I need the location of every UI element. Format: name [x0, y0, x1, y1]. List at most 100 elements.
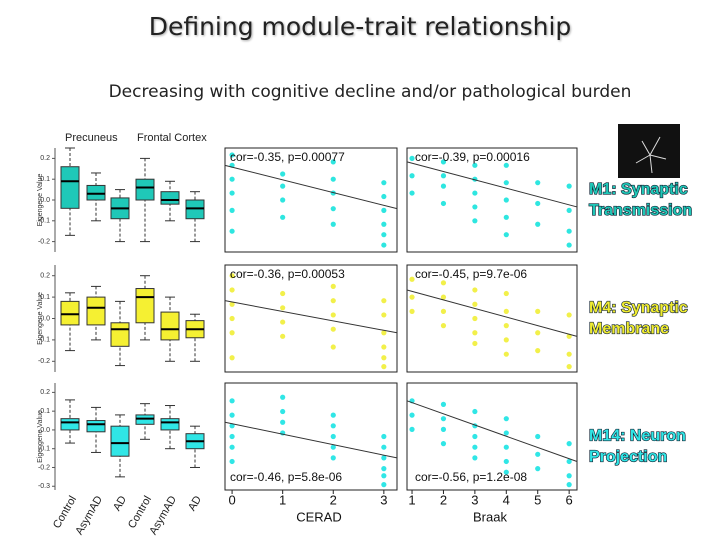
point: [381, 444, 387, 450]
point: [229, 458, 235, 465]
x-tick-label: AD: [186, 494, 204, 513]
point: [472, 162, 478, 168]
point: [503, 308, 509, 314]
point: [409, 155, 415, 161]
point: [472, 190, 478, 196]
point: [229, 176, 235, 182]
point: [440, 294, 447, 300]
point: [535, 308, 541, 314]
point: [381, 232, 387, 238]
box: [135, 288, 155, 324]
point: [381, 221, 387, 227]
point: [330, 326, 336, 332]
point: [535, 348, 541, 354]
point: [229, 301, 235, 307]
point: [229, 412, 235, 418]
point: [535, 451, 541, 457]
y-tick-label: 0.1: [40, 294, 50, 301]
point: [381, 207, 387, 213]
panel-frame: [224, 382, 398, 491]
point: [503, 232, 509, 238]
point: [381, 433, 387, 440]
point: [229, 273, 235, 279]
point: [440, 159, 447, 165]
point: [381, 355, 387, 361]
point: [503, 416, 509, 422]
point: [229, 444, 235, 450]
point: [440, 173, 447, 179]
point: [535, 200, 541, 207]
point: [330, 344, 336, 350]
point: [440, 401, 447, 407]
point: [280, 319, 286, 325]
annotation: cor=-0.45, p=9.7e-06: [415, 267, 527, 281]
point: [535, 180, 541, 186]
point: [503, 180, 509, 186]
y-tick-label: -0.1: [38, 446, 50, 453]
point: [381, 466, 387, 472]
point: [472, 408, 478, 415]
x-tick-label: 4: [503, 492, 510, 507]
point: [381, 312, 387, 318]
point: [229, 190, 235, 196]
trend-line: [406, 161, 578, 208]
legend-entry: Frontal Cortex: [137, 132, 207, 144]
point: [440, 183, 447, 189]
annotation: cor=-0.39, p=0.00016: [415, 150, 530, 164]
y-tick-label: 0.0: [40, 427, 50, 434]
y-tick-label: 0.0: [40, 197, 50, 204]
point: [381, 180, 387, 186]
point: [229, 423, 235, 429]
point: [472, 287, 478, 293]
point: [330, 298, 336, 304]
x-tick-label: 1: [408, 492, 415, 507]
x-tick-label: 2: [330, 492, 337, 507]
x-axis-label: CERAD: [296, 509, 342, 524]
point: [503, 430, 509, 436]
box: [160, 311, 180, 341]
point: [440, 441, 447, 447]
point: [535, 221, 541, 227]
trend-line: [224, 164, 398, 210]
y-tick-label: 0.2: [40, 155, 50, 162]
point: [503, 444, 509, 450]
point: [566, 228, 572, 234]
point: [229, 207, 235, 213]
annotation: cor=-0.35, p=0.00077: [230, 150, 345, 164]
y-tick-label: 0.2: [40, 389, 50, 396]
trend-line: [224, 300, 398, 334]
point: [330, 444, 336, 450]
point: [229, 355, 235, 361]
point: [440, 200, 447, 207]
point: [566, 183, 572, 189]
x-tick-label: 6: [566, 492, 573, 507]
point: [472, 444, 478, 450]
module-label: M1: Synaptic: [589, 181, 688, 198]
slide-title: Defining module-trait relationship: [149, 12, 572, 41]
legend-entry: Precuneus: [65, 132, 118, 144]
point: [535, 433, 541, 440]
x-tick-label: AD: [111, 494, 129, 513]
panel-frame: [406, 264, 578, 373]
point: [330, 433, 336, 440]
point: [330, 283, 336, 289]
point: [566, 312, 572, 318]
point: [409, 190, 415, 196]
y-tick-label: -0.3: [38, 483, 50, 490]
y-tick-label: -0.2: [38, 238, 50, 245]
point: [566, 458, 572, 465]
y-tick-label: 0.0: [40, 315, 50, 322]
point: [229, 228, 235, 234]
point: [472, 301, 478, 307]
box: [86, 296, 106, 326]
point: [280, 290, 286, 297]
point: [280, 214, 286, 220]
point: [229, 433, 235, 440]
annotation: cor=-0.46, p=5.8e-06: [230, 470, 342, 484]
y-tick-label: -0.2: [38, 464, 50, 471]
point: [229, 152, 235, 158]
point: [409, 412, 415, 418]
module-label: Projection: [589, 449, 667, 466]
panel-frame: [406, 382, 578, 491]
